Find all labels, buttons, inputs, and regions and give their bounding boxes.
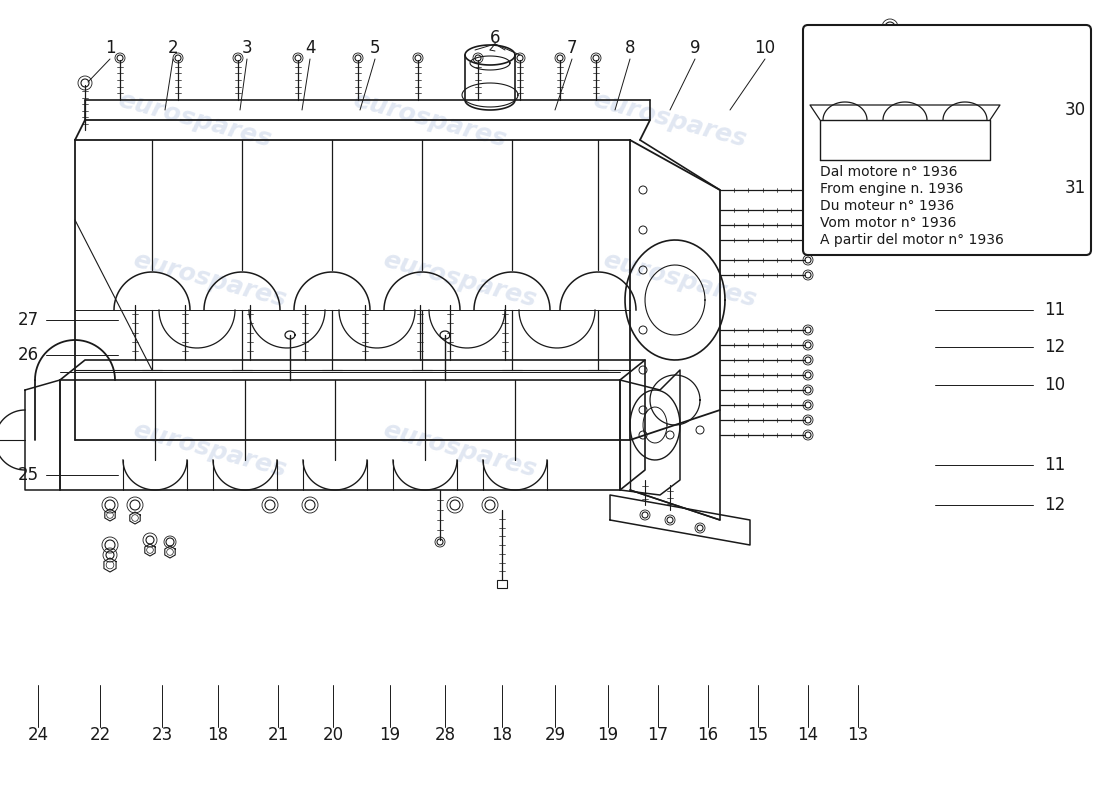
Text: 31: 31 — [1065, 179, 1086, 197]
Text: 2: 2 — [167, 39, 178, 57]
Text: 26: 26 — [18, 346, 38, 364]
Text: Du moteur n° 1936: Du moteur n° 1936 — [820, 199, 955, 213]
Text: eurospares: eurospares — [116, 88, 275, 152]
Text: 15: 15 — [747, 726, 769, 744]
Text: 18: 18 — [208, 726, 229, 744]
Text: 10: 10 — [1044, 376, 1066, 394]
Text: A partir del motor n° 1936: A partir del motor n° 1936 — [820, 233, 1004, 247]
Text: 3: 3 — [242, 39, 252, 57]
Text: eurospares: eurospares — [351, 88, 509, 152]
FancyBboxPatch shape — [803, 25, 1091, 255]
Text: 1: 1 — [104, 39, 116, 57]
Text: 23: 23 — [152, 726, 173, 744]
Text: 11: 11 — [1044, 301, 1066, 319]
Text: 19: 19 — [379, 726, 400, 744]
Text: eurospares: eurospares — [381, 248, 539, 312]
Text: 20: 20 — [322, 726, 343, 744]
Text: 13: 13 — [847, 726, 869, 744]
Text: 17: 17 — [648, 726, 669, 744]
Text: 28: 28 — [434, 726, 455, 744]
Text: 7: 7 — [566, 39, 578, 57]
Text: eurospares: eurospares — [381, 418, 539, 482]
Bar — [497, 580, 507, 588]
Text: 16: 16 — [697, 726, 718, 744]
Text: 21: 21 — [267, 726, 288, 744]
Text: 22: 22 — [89, 726, 111, 744]
Text: 5: 5 — [370, 39, 381, 57]
Text: 30: 30 — [1065, 101, 1086, 119]
Text: Vom motor n° 1936: Vom motor n° 1936 — [820, 216, 956, 230]
Text: 25: 25 — [18, 466, 38, 484]
Text: 10: 10 — [755, 39, 775, 57]
Text: From engine n. 1936: From engine n. 1936 — [820, 182, 964, 196]
Text: 18: 18 — [492, 726, 513, 744]
Text: 4: 4 — [305, 39, 316, 57]
Text: 19: 19 — [597, 726, 618, 744]
Text: 9: 9 — [690, 39, 701, 57]
Text: 12: 12 — [1044, 496, 1066, 514]
Text: 12: 12 — [1044, 338, 1066, 356]
Text: eurospares: eurospares — [131, 248, 289, 312]
Text: 11: 11 — [1044, 456, 1066, 474]
Text: Dal motore n° 1936: Dal motore n° 1936 — [820, 165, 957, 179]
Text: 8: 8 — [625, 39, 636, 57]
Text: 6: 6 — [490, 29, 500, 47]
Text: eurospares: eurospares — [601, 248, 759, 312]
Text: 24: 24 — [28, 726, 48, 744]
Text: eurospares: eurospares — [131, 418, 289, 482]
Text: 14: 14 — [798, 726, 818, 744]
Text: 27: 27 — [18, 311, 38, 329]
Text: 29: 29 — [544, 726, 565, 744]
Text: eurospares: eurospares — [591, 88, 749, 152]
